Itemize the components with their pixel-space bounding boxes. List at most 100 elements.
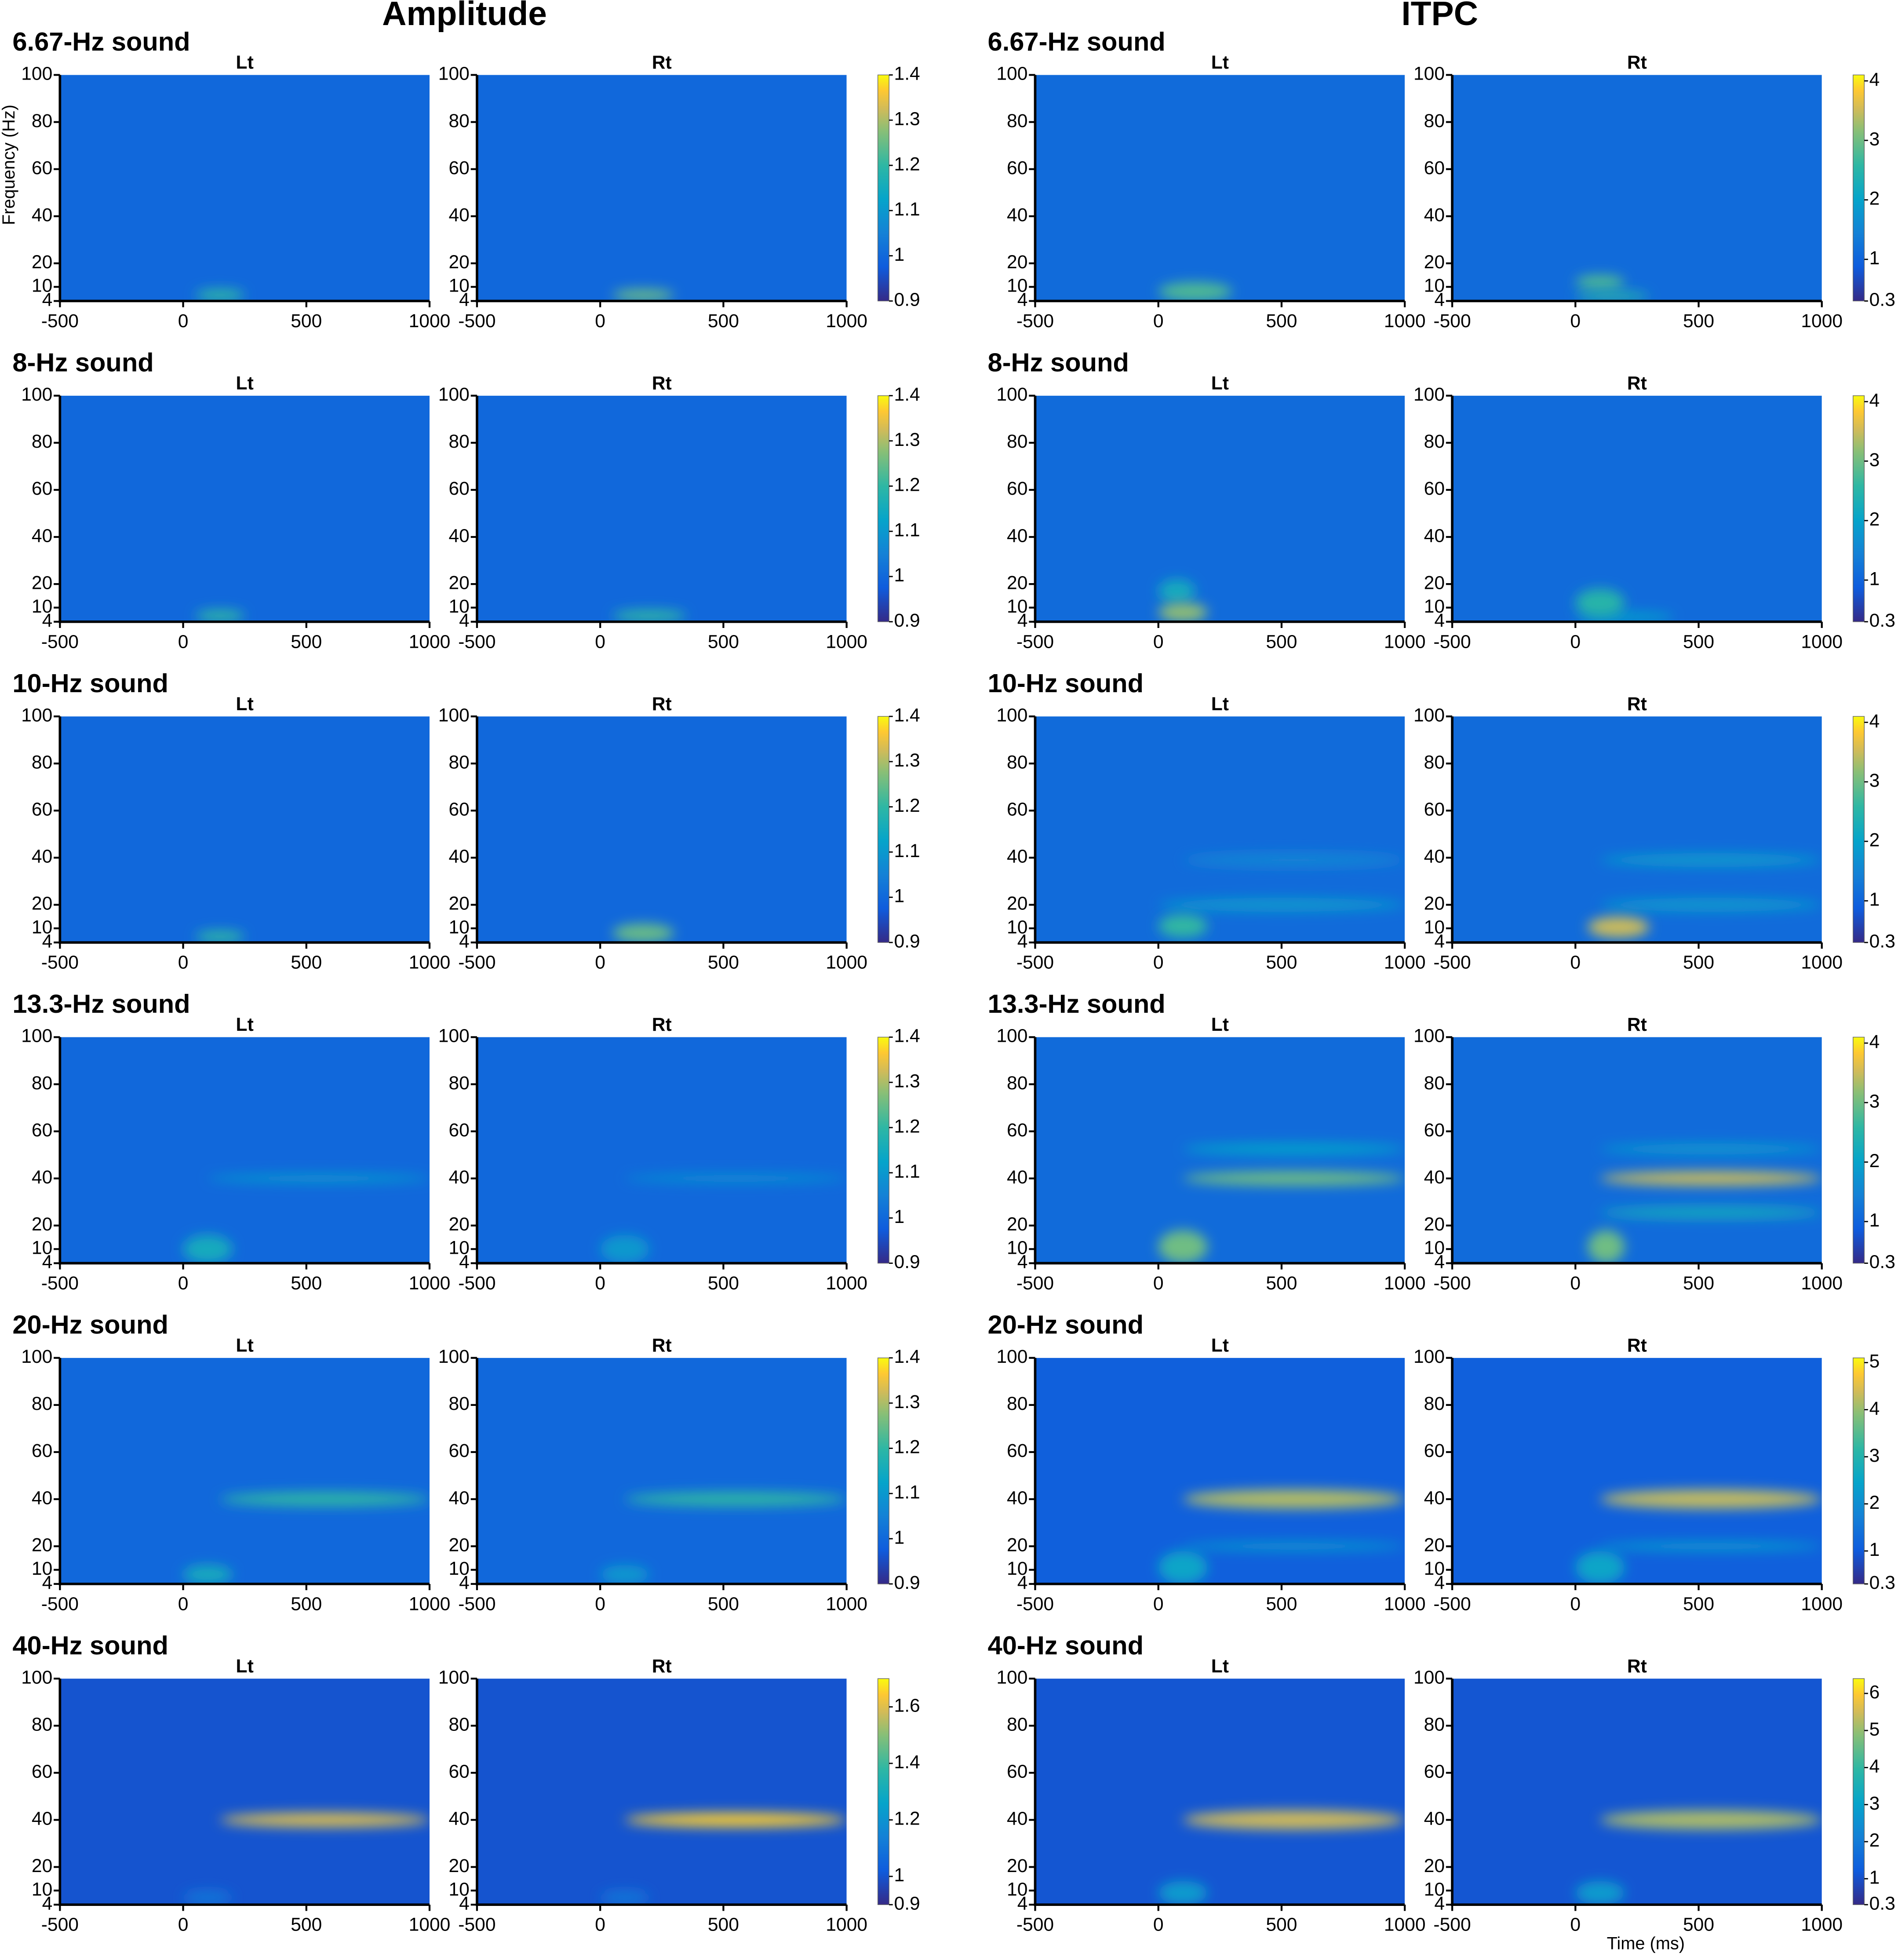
y-tick-label: 20 [449, 252, 470, 273]
heatmap-peak [195, 289, 245, 301]
x-tick-label: -500 [1433, 1593, 1471, 1614]
colorbar-tick-label: 0.3 [1869, 931, 1895, 952]
y-tick-label: 100 [21, 1026, 52, 1047]
colorbar-tick-label: 1.2 [894, 795, 920, 816]
colorbar [877, 74, 889, 302]
group-title: 13.3-Hz sound [12, 989, 190, 1018]
colorbar-tick-label: 4 [1869, 1756, 1880, 1777]
y-tick-label: 80 [1007, 110, 1027, 131]
y-tick-label: 20 [32, 893, 52, 914]
colorbar-tick-label: 3 [1869, 770, 1880, 791]
y-tick-label: 4 [459, 1893, 470, 1914]
heatmap [477, 395, 847, 622]
y-tick-label: 60 [1424, 1761, 1445, 1782]
heatmap-peak [1183, 1171, 1405, 1186]
y-tick-label: 20 [1424, 1855, 1445, 1876]
y-tick-label: 100 [438, 63, 470, 84]
y-tick-label: 60 [1007, 478, 1027, 499]
colorbar-tick-label: 3 [1869, 449, 1880, 471]
heatmap [60, 1679, 430, 1905]
y-tick-label: 4 [1017, 610, 1028, 631]
y-tick-label: 100 [996, 1346, 1027, 1367]
heatmap-peak [195, 931, 245, 943]
y-tick-label: 10 [1007, 1558, 1027, 1579]
colorbar-tick-label: 1.1 [894, 519, 920, 540]
y-tick-label: 40 [1424, 1487, 1445, 1508]
colorbar-tick-label: 1.6 [894, 1695, 920, 1716]
x-tick-label: -500 [458, 952, 495, 973]
colorbar-tick-label: 1 [1869, 889, 1880, 910]
y-tick-label: 100 [21, 384, 52, 405]
x-tick-label: 1000 [409, 952, 451, 973]
heatmap-background [1035, 1679, 1405, 1905]
y-tick-label: 100 [1413, 384, 1445, 405]
x-tick-label: 500 [291, 952, 322, 973]
panel-title: Rt [1627, 372, 1647, 394]
x-tick-label: 500 [1683, 952, 1714, 973]
heatmap [1452, 1037, 1822, 1263]
y-tick-label: 10 [32, 596, 52, 617]
x-tick-label: 1000 [409, 1273, 451, 1294]
y-tick-label: 80 [32, 1393, 52, 1414]
heatmap-peak [1158, 898, 1405, 912]
x-tick-label: 0 [1570, 310, 1581, 332]
panel-title: Lt [236, 52, 254, 73]
colorbar-tick-label: 1.2 [894, 474, 920, 496]
heatmap-peak [1575, 588, 1625, 617]
y-tick-label: 80 [1007, 1714, 1027, 1735]
y-tick-label: 40 [1007, 1167, 1027, 1188]
x-tick-label: 1000 [1384, 310, 1426, 332]
panel-title: Lt [1211, 1014, 1229, 1035]
y-tick-label: 60 [1424, 799, 1445, 820]
panel-title: Rt [652, 693, 672, 715]
x-tick-label: 0 [178, 1273, 189, 1294]
panel-title: Rt [1627, 1335, 1647, 1356]
y-tick-label: 40 [32, 846, 52, 867]
heatmap [1452, 395, 1822, 622]
y-tick-label: 20 [1007, 572, 1027, 593]
heatmap [1452, 75, 1822, 301]
y-tick-label: 20 [449, 1855, 470, 1876]
x-tick-label: -500 [1433, 310, 1471, 332]
colorbar-tick-label: 5 [1869, 1351, 1880, 1372]
heatmap [1035, 1358, 1405, 1584]
colorbar-tick-label: 0.3 [1869, 610, 1895, 631]
y-tick-label: 20 [1424, 893, 1445, 914]
heatmap [477, 75, 847, 301]
y-tick-label: 80 [32, 752, 52, 773]
colorbar-tick-label: 1 [1869, 1867, 1880, 1888]
y-tick-label: 100 [21, 1346, 52, 1367]
y-tick-label: 10 [1424, 1237, 1445, 1259]
y-tick-label: 60 [32, 157, 52, 179]
heatmap [477, 1358, 847, 1584]
panel-title: Rt [1627, 52, 1647, 73]
group-title: 13.3-Hz sound [988, 989, 1166, 1018]
heatmap-peak [625, 1174, 847, 1183]
y-tick-label: 20 [449, 1534, 470, 1555]
y-tick-label: 10 [449, 596, 470, 617]
colorbar-tick-label: 1.3 [894, 750, 920, 771]
y-tick-label: 40 [449, 846, 470, 867]
heatmap [1035, 1037, 1405, 1263]
y-tick-label: 20 [1007, 1214, 1027, 1235]
y-tick-label: 60 [1007, 1440, 1027, 1461]
y-tick-label: 60 [449, 478, 470, 499]
x-tick-label: 0 [178, 1914, 189, 1935]
colorbar-tick-label: 1.3 [894, 108, 920, 129]
x-tick-label: 1000 [1384, 1914, 1426, 1935]
y-tick-label: 20 [1424, 1214, 1445, 1235]
y-tick-label: 4 [1017, 1252, 1028, 1273]
colorbar-tick-label: 1.1 [894, 1161, 920, 1182]
heatmap-peak [1600, 898, 1822, 912]
x-tick-label: 500 [291, 1273, 322, 1294]
y-tick-label: 80 [32, 110, 52, 131]
x-tick-label: -500 [458, 1273, 495, 1294]
colorbar-tick-label: 0.9 [894, 610, 920, 631]
x-tick-label: -500 [1016, 1914, 1054, 1935]
heatmap-peak [600, 1891, 650, 1905]
heatmap-peak [1575, 292, 1650, 301]
colorbar-tick-label: 3 [1869, 1793, 1880, 1814]
x-tick-label: 0 [1570, 952, 1581, 973]
colorbar [877, 716, 889, 943]
heatmap-peak [625, 1813, 847, 1827]
